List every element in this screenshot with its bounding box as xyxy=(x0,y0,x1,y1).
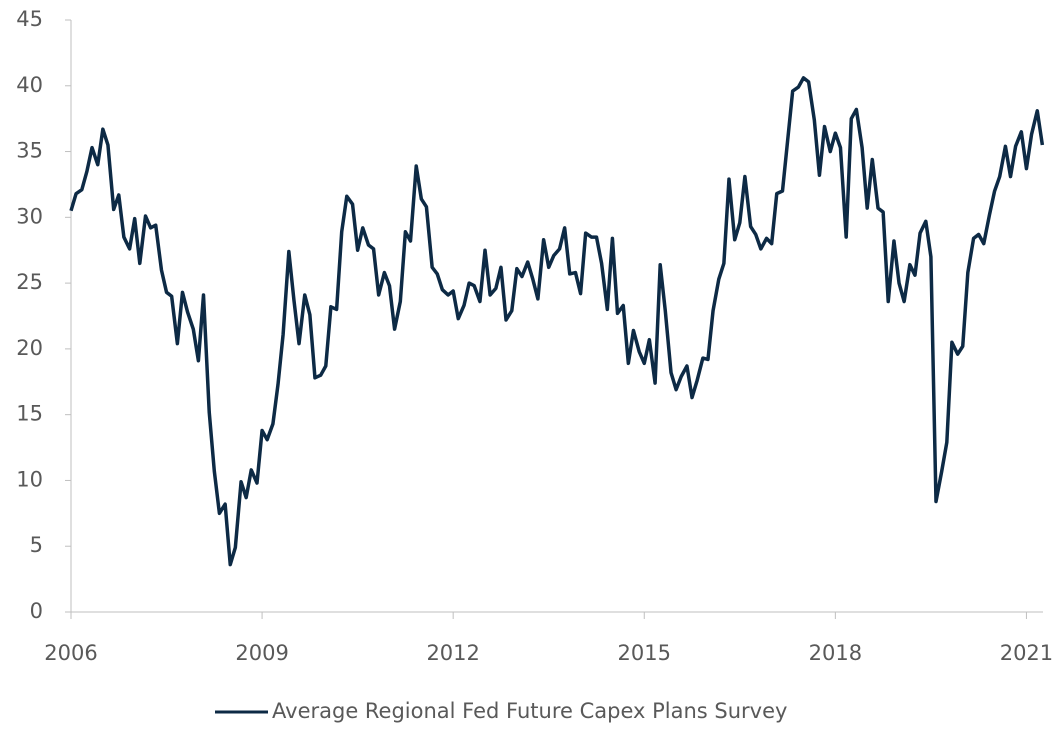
x-tick-label: 2021 xyxy=(1000,641,1053,665)
y-tick-label: 40 xyxy=(16,73,43,97)
x-tick-label: 2009 xyxy=(235,641,288,665)
y-tick-label: 0 xyxy=(30,599,43,623)
x-tick-label: 2015 xyxy=(618,641,671,665)
legend-label: Average Regional Fed Future Capex Plans … xyxy=(272,699,787,723)
y-tick-label: 5 xyxy=(30,533,43,557)
y-tick-label: 25 xyxy=(16,270,43,294)
x-tick-label: 2006 xyxy=(44,641,97,665)
y-tick-label: 15 xyxy=(16,402,43,426)
y-tick-label: 10 xyxy=(16,467,43,491)
y-tick-label: 20 xyxy=(16,336,43,360)
x-tick-label: 2018 xyxy=(809,641,862,665)
y-tick-label: 45 xyxy=(16,7,43,31)
y-tick-label: 35 xyxy=(16,139,43,163)
data-line xyxy=(69,76,1045,567)
y-tick-label: 30 xyxy=(16,204,43,228)
x-tick-label: 2012 xyxy=(426,641,479,665)
